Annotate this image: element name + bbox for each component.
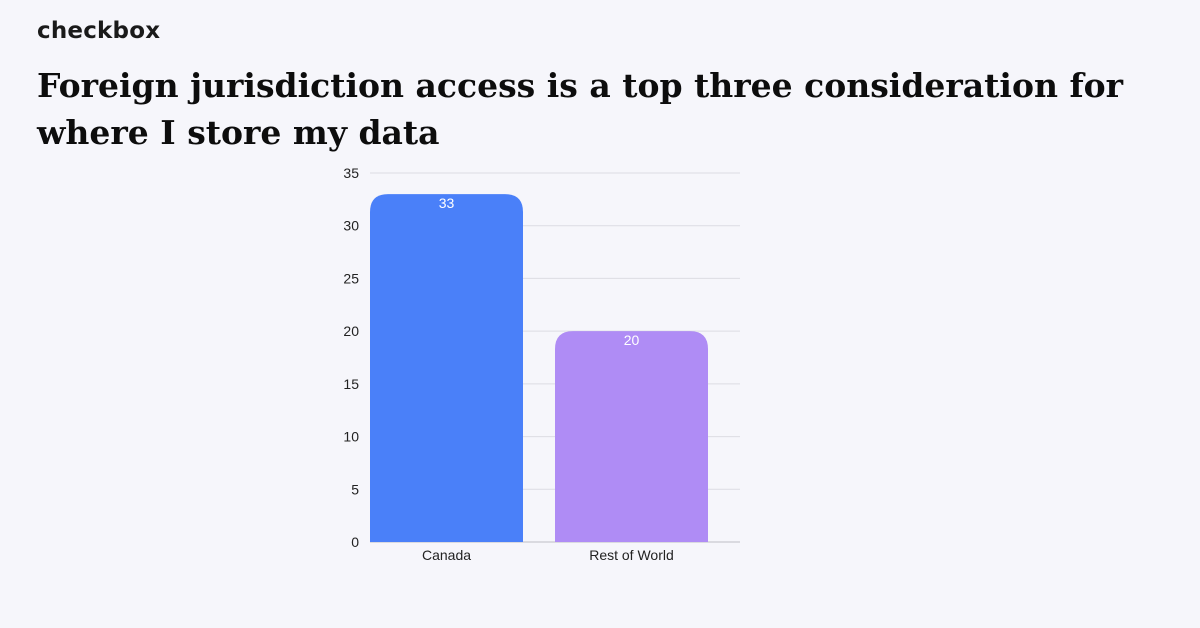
x-category-label: Rest of World xyxy=(589,547,674,563)
bar-rest-of-world xyxy=(555,331,708,542)
data-label: 33 xyxy=(439,195,455,211)
y-tick-label: 10 xyxy=(343,429,359,445)
y-tick-label: 5 xyxy=(351,481,359,497)
chart-title: Foreign jurisdiction access is a top thr… xyxy=(37,66,1124,152)
x-category-label: Canada xyxy=(422,547,471,563)
y-tick-label: 25 xyxy=(343,270,359,286)
y-axis: 0 5 10 15 20 25 30 35 xyxy=(343,165,359,550)
y-tick-label: 30 xyxy=(343,218,359,234)
y-tick-label: 0 xyxy=(351,534,359,550)
data-label: 20 xyxy=(624,332,640,348)
y-tick-label: 35 xyxy=(343,165,359,181)
bars: 33 20 xyxy=(370,194,708,543)
x-axis: Canada Rest of World xyxy=(422,547,674,563)
bar-canada xyxy=(370,194,523,543)
brand-logo: checkbox xyxy=(37,18,161,44)
y-tick-label: 20 xyxy=(343,323,359,339)
y-tick-label: 15 xyxy=(343,376,359,392)
